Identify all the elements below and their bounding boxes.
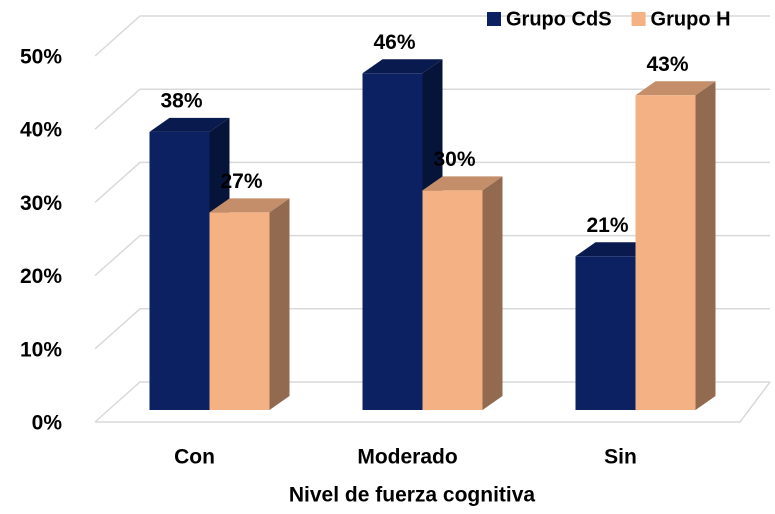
- legend-swatch: [487, 12, 501, 26]
- bar-side: [482, 176, 503, 410]
- x-tick-label: Sin: [604, 446, 637, 469]
- legend-label: Grupo CdS: [506, 8, 612, 30]
- bar-top: [149, 117, 230, 132]
- grid-line: [94, 161, 770, 203]
- legend-label: Grupo H: [651, 8, 731, 30]
- y-tick-label: 20%: [20, 265, 62, 288]
- y-tick-label: 30%: [20, 192, 62, 215]
- value-label: 38%: [160, 89, 202, 112]
- bar-side: [695, 81, 716, 411]
- grid-line: [94, 381, 770, 423]
- bar: [362, 73, 423, 410]
- grid-line: [94, 308, 770, 350]
- bar: [635, 95, 696, 411]
- bar: [575, 256, 636, 410]
- grid-line: [94, 88, 770, 130]
- value-label: 43%: [646, 53, 688, 76]
- y-tick-label: 50%: [20, 46, 62, 69]
- bar: [422, 190, 483, 410]
- bar-top: [635, 81, 716, 96]
- grid-line: [94, 15, 770, 57]
- value-label: 21%: [586, 214, 628, 237]
- value-label: 27%: [220, 170, 262, 193]
- bar-side: [269, 198, 290, 410]
- bar-top: [422, 176, 503, 191]
- grid-line: [94, 234, 770, 277]
- x-axis-label: Nivel de fuerza cognitiva: [289, 484, 536, 507]
- value-label: 30%: [433, 148, 475, 171]
- x-tick-label: Moderado: [357, 446, 457, 469]
- bar-top: [362, 59, 443, 74]
- y-tick-label: 40%: [20, 119, 62, 142]
- bar: [149, 131, 210, 410]
- bar-top: [209, 198, 290, 213]
- legend-swatch: [631, 12, 646, 26]
- value-label: 46%: [373, 31, 415, 54]
- bar: [209, 212, 270, 410]
- y-tick-label: 10%: [20, 338, 62, 361]
- x-tick-label: Con: [174, 446, 215, 469]
- y-tick-label: 0%: [32, 412, 63, 435]
- floor-edge: [95, 381, 771, 423]
